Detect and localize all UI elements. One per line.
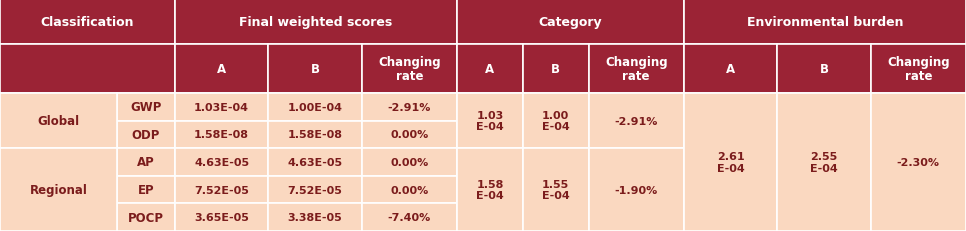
- Text: A: A: [217, 63, 226, 76]
- Text: 0.00%: 0.00%: [390, 157, 429, 167]
- Text: -2.30%: -2.30%: [896, 157, 940, 167]
- Text: B: B: [819, 63, 829, 76]
- FancyBboxPatch shape: [523, 149, 588, 231]
- FancyBboxPatch shape: [361, 94, 457, 121]
- Text: 1.03E-04: 1.03E-04: [194, 102, 249, 112]
- FancyBboxPatch shape: [778, 45, 870, 94]
- Text: B: B: [552, 63, 560, 76]
- Text: 3.38E-05: 3.38E-05: [288, 212, 342, 222]
- FancyBboxPatch shape: [457, 149, 523, 231]
- Text: 1.00
E-04: 1.00 E-04: [542, 110, 570, 132]
- Text: 4.63E-05: 4.63E-05: [194, 157, 249, 167]
- FancyBboxPatch shape: [269, 204, 361, 231]
- Text: 4.63E-05: 4.63E-05: [287, 157, 343, 167]
- FancyBboxPatch shape: [778, 94, 870, 231]
- FancyBboxPatch shape: [269, 176, 361, 204]
- Text: ODP: ODP: [131, 128, 160, 141]
- FancyBboxPatch shape: [361, 149, 457, 176]
- FancyBboxPatch shape: [117, 204, 175, 231]
- FancyBboxPatch shape: [175, 176, 269, 204]
- Text: 7.52E-05: 7.52E-05: [288, 185, 342, 195]
- FancyBboxPatch shape: [269, 121, 361, 149]
- Text: Changing
rate: Changing rate: [605, 56, 668, 83]
- Text: Regional: Regional: [29, 183, 87, 196]
- Text: -2.91%: -2.91%: [387, 102, 431, 112]
- FancyBboxPatch shape: [457, 45, 523, 94]
- Text: Category: Category: [539, 16, 602, 29]
- Text: 7.52E-05: 7.52E-05: [194, 185, 249, 195]
- Text: 3.65E-05: 3.65E-05: [194, 212, 249, 222]
- FancyBboxPatch shape: [269, 45, 361, 94]
- Text: Global: Global: [38, 115, 79, 128]
- Text: Changing
rate: Changing rate: [378, 56, 440, 83]
- FancyBboxPatch shape: [523, 45, 588, 94]
- FancyBboxPatch shape: [117, 121, 175, 149]
- FancyBboxPatch shape: [457, 0, 684, 45]
- FancyBboxPatch shape: [588, 149, 684, 231]
- FancyBboxPatch shape: [175, 149, 269, 176]
- FancyBboxPatch shape: [117, 94, 175, 121]
- FancyBboxPatch shape: [870, 45, 966, 94]
- FancyBboxPatch shape: [0, 149, 117, 231]
- FancyBboxPatch shape: [175, 0, 457, 45]
- Text: B: B: [310, 63, 320, 76]
- Text: 2.55
E-04: 2.55 E-04: [810, 152, 838, 173]
- FancyBboxPatch shape: [361, 204, 457, 231]
- Text: -1.90%: -1.90%: [614, 185, 658, 195]
- Text: 0.00%: 0.00%: [390, 185, 429, 195]
- Text: 1.03
E-04: 1.03 E-04: [476, 110, 503, 132]
- FancyBboxPatch shape: [457, 94, 523, 149]
- Text: -2.91%: -2.91%: [614, 116, 658, 126]
- FancyBboxPatch shape: [269, 94, 361, 121]
- FancyBboxPatch shape: [0, 0, 175, 45]
- FancyBboxPatch shape: [175, 94, 269, 121]
- Text: 1.00E-04: 1.00E-04: [288, 102, 342, 112]
- FancyBboxPatch shape: [361, 121, 457, 149]
- FancyBboxPatch shape: [117, 176, 175, 204]
- Text: Environmental burden: Environmental burden: [747, 16, 903, 29]
- Text: EP: EP: [137, 183, 155, 196]
- FancyBboxPatch shape: [117, 149, 175, 176]
- FancyBboxPatch shape: [361, 176, 457, 204]
- Text: -7.40%: -7.40%: [387, 212, 431, 222]
- FancyBboxPatch shape: [684, 94, 778, 231]
- Text: 0.00%: 0.00%: [390, 130, 429, 140]
- FancyBboxPatch shape: [175, 204, 269, 231]
- Text: Classification: Classification: [41, 16, 134, 29]
- FancyBboxPatch shape: [361, 45, 457, 94]
- FancyBboxPatch shape: [588, 94, 684, 149]
- Text: 1.58
E-04: 1.58 E-04: [476, 179, 503, 200]
- Text: A: A: [726, 63, 735, 76]
- FancyBboxPatch shape: [684, 45, 778, 94]
- Text: GWP: GWP: [130, 101, 161, 114]
- Text: Changing
rate: Changing rate: [887, 56, 950, 83]
- FancyBboxPatch shape: [684, 0, 966, 45]
- Text: POCP: POCP: [128, 211, 164, 224]
- FancyBboxPatch shape: [175, 45, 269, 94]
- FancyBboxPatch shape: [175, 121, 269, 149]
- FancyBboxPatch shape: [588, 45, 684, 94]
- Text: 1.58E-08: 1.58E-08: [288, 130, 342, 140]
- Text: A: A: [485, 63, 495, 76]
- Text: AP: AP: [137, 156, 155, 169]
- Text: 1.58E-08: 1.58E-08: [194, 130, 249, 140]
- FancyBboxPatch shape: [269, 149, 361, 176]
- FancyBboxPatch shape: [523, 94, 588, 149]
- Text: Final weighted scores: Final weighted scores: [240, 16, 392, 29]
- FancyBboxPatch shape: [0, 45, 175, 94]
- FancyBboxPatch shape: [870, 94, 966, 231]
- Text: 2.61
E-04: 2.61 E-04: [717, 152, 745, 173]
- FancyBboxPatch shape: [0, 94, 117, 149]
- Text: 1.55
E-04: 1.55 E-04: [542, 179, 570, 200]
